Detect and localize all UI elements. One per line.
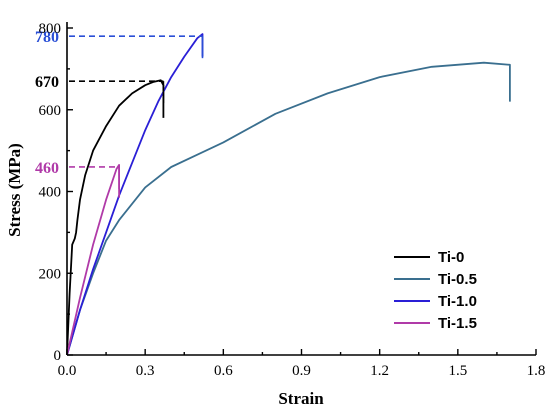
annotation-layer: 780 670 460 bbox=[35, 29, 204, 189]
legend-label: Ti-1.5 bbox=[438, 315, 477, 332]
annotation-label-780: 780 bbox=[35, 29, 59, 46]
annotation-label-460: 460 bbox=[35, 160, 59, 177]
x-tick-label: 0.9 bbox=[292, 363, 311, 379]
y-tick-label: 800 bbox=[39, 21, 62, 37]
y-tick-label: 400 bbox=[39, 185, 62, 201]
x-tick-label: 0.0 bbox=[58, 363, 77, 379]
x-axis-title: Strain bbox=[278, 389, 324, 408]
y-axis-title: Stress (MPa) bbox=[5, 143, 24, 237]
legend-label: Ti-0 bbox=[438, 249, 464, 266]
legend: Ti-0 Ti-0.5 Ti-1.0 Ti-1.5 bbox=[394, 249, 477, 332]
x-tick-label: 0.3 bbox=[136, 363, 155, 379]
annotation-label-670: 670 bbox=[35, 74, 59, 91]
legend-label: Ti-0.5 bbox=[438, 271, 477, 288]
y-tick-label: 600 bbox=[39, 103, 62, 119]
series-line-ti-0 bbox=[66, 79, 165, 356]
series-line-ti-1-0 bbox=[66, 33, 204, 356]
x-tick-label: 0.6 bbox=[214, 363, 233, 379]
x-tick-label: 1.5 bbox=[448, 363, 467, 379]
y-tick-label: 200 bbox=[39, 266, 62, 282]
legend-label: Ti-1.0 bbox=[438, 293, 477, 310]
y-tick-label: 0 bbox=[54, 348, 62, 364]
x-tick-label: 1.2 bbox=[370, 363, 389, 379]
axes-layer: 0.0 0.3 0.6 0.9 1.2 1.5 1.8 0 200 400 600 800 bbox=[39, 21, 546, 379]
series-layer bbox=[66, 33, 511, 356]
series-line-ti-0-5 bbox=[66, 61, 511, 356]
x-tick-label: 1.8 bbox=[527, 363, 546, 379]
series-line-ti-1-5 bbox=[66, 164, 120, 356]
